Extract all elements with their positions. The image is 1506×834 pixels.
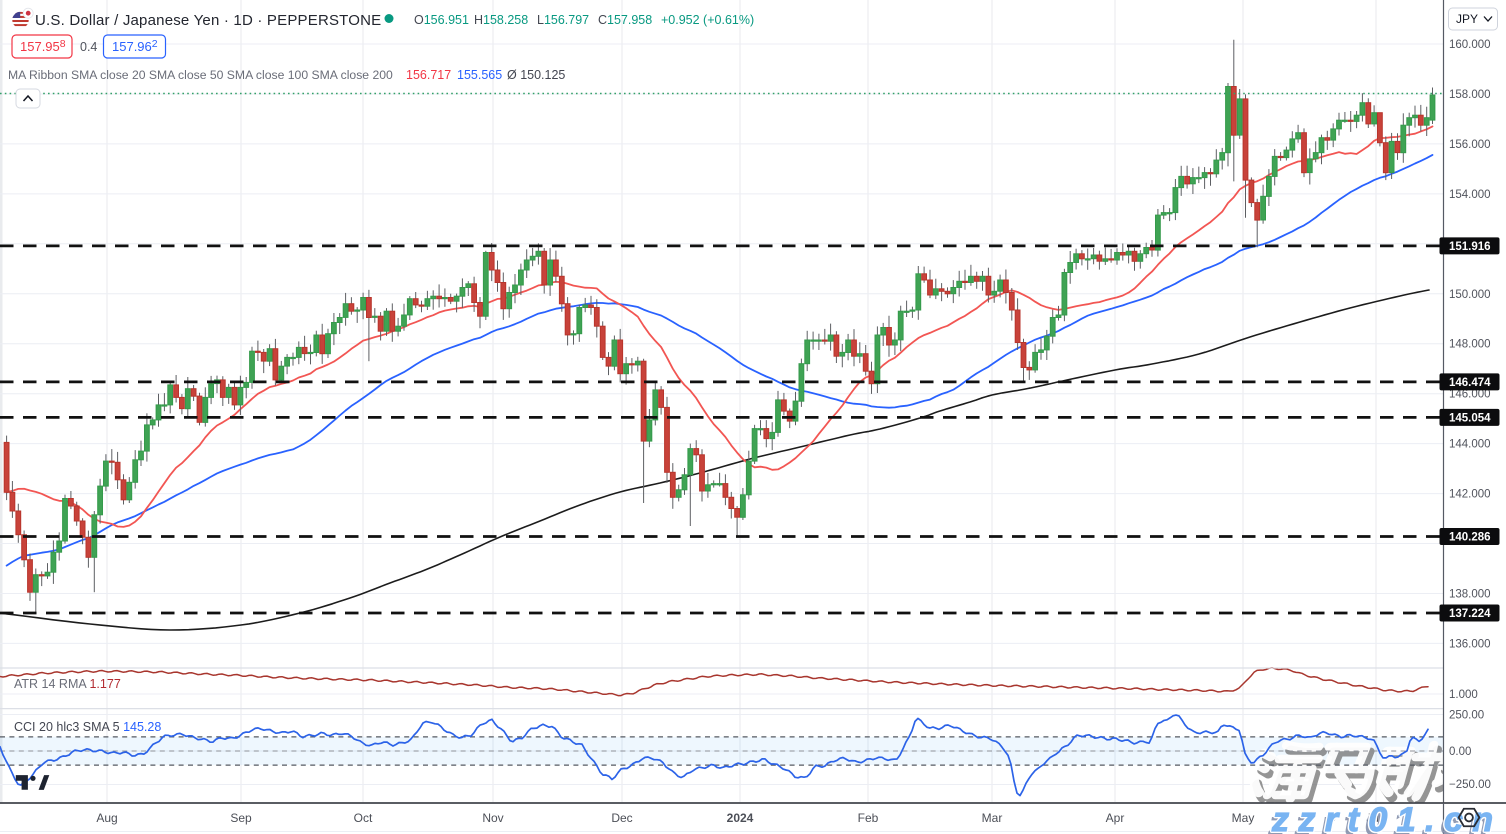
- svg-text:MA Ribbon SMA close 20 SMA clo: MA Ribbon SMA close 20 SMA close 50 SMA …: [8, 68, 393, 82]
- svg-text:2024: 2024: [727, 811, 754, 825]
- svg-text:Apr: Apr: [1106, 811, 1125, 825]
- svg-text:1.000: 1.000: [1449, 689, 1478, 701]
- svg-text:Nov: Nov: [482, 811, 503, 825]
- svg-text:−250.00: −250.00: [1449, 779, 1491, 791]
- svg-text:z z r t 0 1 . c n: z z r t 0 1 . c n: [1267, 805, 1489, 834]
- svg-text:151.916: 151.916: [1449, 241, 1491, 253]
- svg-text:137.224: 137.224: [1449, 608, 1491, 620]
- svg-text:JPY: JPY: [1456, 12, 1478, 26]
- svg-text:158.000: 158.000: [1449, 89, 1491, 101]
- svg-text:Dec: Dec: [611, 811, 632, 825]
- svg-text:ATR 14 RMA 1.177: ATR 14 RMA 1.177: [14, 677, 121, 691]
- svg-text:O156.951: O156.951: [414, 13, 469, 27]
- svg-text:Feb: Feb: [858, 811, 879, 825]
- svg-text:250.00: 250.00: [1449, 710, 1484, 722]
- svg-text:138.000: 138.000: [1449, 589, 1491, 601]
- svg-text:Ø 150.125: Ø 150.125: [507, 68, 565, 82]
- svg-text:Oct: Oct: [354, 811, 373, 825]
- svg-text:157.962: 157.962: [112, 38, 158, 54]
- svg-text:144.000: 144.000: [1449, 439, 1491, 451]
- svg-text:150.000: 150.000: [1449, 289, 1491, 301]
- svg-text:Aug: Aug: [96, 811, 117, 825]
- svg-text:May: May: [1232, 811, 1255, 825]
- svg-text:136.000: 136.000: [1449, 638, 1491, 650]
- svg-text:L156.797: L156.797: [537, 13, 589, 27]
- svg-text:CCI 20 hlc3 SMA 5 145.28: CCI 20 hlc3 SMA 5 145.28: [14, 720, 161, 734]
- svg-text:z z r t 0 1 . c n: z z r t 0 1 . c n: [1271, 801, 1493, 834]
- svg-text:+0.952 (+0.61%): +0.952 (+0.61%): [661, 13, 754, 27]
- svg-text:z z r t 0 1 . c n: z z r t 0 1 . c n: [1271, 801, 1493, 834]
- svg-text:154.000: 154.000: [1449, 189, 1491, 201]
- svg-text:145.054: 145.054: [1449, 412, 1491, 424]
- svg-text:142.000: 142.000: [1449, 489, 1491, 501]
- svg-text:160.000: 160.000: [1449, 39, 1491, 51]
- svg-text:Jun: Jun: [1366, 811, 1385, 825]
- svg-text:C157.958: C157.958: [598, 13, 652, 27]
- svg-text:0.00: 0.00: [1449, 746, 1471, 758]
- svg-text:140.286: 140.286: [1449, 532, 1491, 544]
- svg-text:156.000: 156.000: [1449, 139, 1491, 151]
- svg-text:148.000: 148.000: [1449, 339, 1491, 351]
- svg-text:0.4: 0.4: [80, 40, 97, 54]
- svg-text:Sep: Sep: [230, 811, 252, 825]
- svg-text:146.474: 146.474: [1449, 377, 1491, 389]
- svg-text:155.565: 155.565: [457, 68, 502, 82]
- svg-text:156.717: 156.717: [406, 68, 451, 82]
- svg-text:146.000: 146.000: [1449, 389, 1491, 401]
- svg-text:U.S. Dollar / Japanese Yen · 1: U.S. Dollar / Japanese Yen · 1D · PEPPER…: [35, 12, 381, 29]
- svg-text:H158.258: H158.258: [474, 13, 528, 27]
- svg-text:Mar: Mar: [982, 811, 1003, 825]
- svg-text:157.958: 157.958: [20, 38, 66, 54]
